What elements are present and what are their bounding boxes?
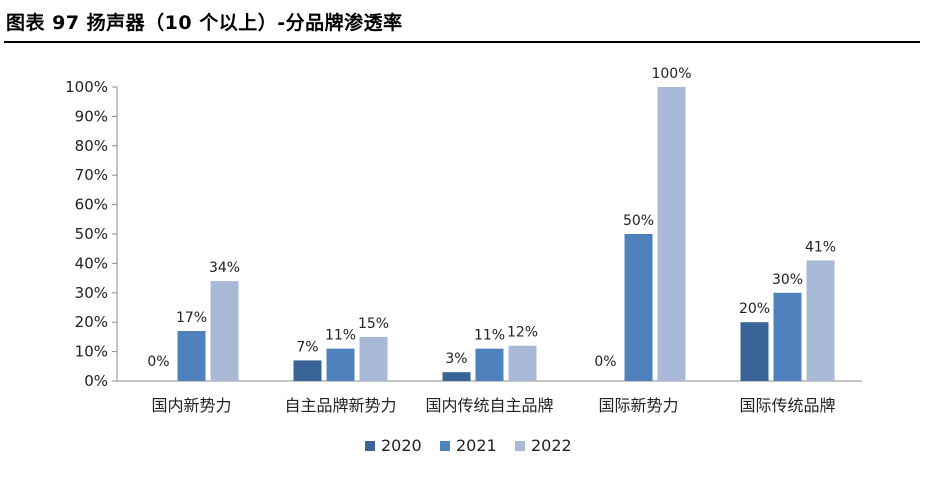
data-label: 11% bbox=[325, 328, 356, 344]
y-tick-label: 0% bbox=[84, 372, 108, 390]
y-tick-label: 60% bbox=[75, 196, 108, 214]
data-label: 0% bbox=[594, 354, 616, 370]
legend-label-2021: 2021 bbox=[456, 436, 497, 455]
y-tick-label: 100% bbox=[65, 78, 108, 96]
bar-2021 bbox=[624, 234, 653, 381]
bar-2022 bbox=[657, 87, 686, 381]
data-label: 100% bbox=[651, 66, 691, 82]
data-label: 34% bbox=[209, 260, 240, 276]
legend-swatch-2021 bbox=[440, 441, 450, 451]
y-tick-label: 70% bbox=[75, 166, 108, 184]
bar-2020 bbox=[442, 372, 471, 381]
bar-2020 bbox=[740, 322, 769, 381]
bar-2020 bbox=[293, 360, 322, 381]
data-label: 7% bbox=[296, 339, 318, 355]
x-category-label: 自主品牌新势力 bbox=[284, 396, 396, 415]
bar-2021 bbox=[326, 348, 355, 381]
data-label: 12% bbox=[507, 325, 538, 341]
bar-2021 bbox=[475, 348, 504, 381]
data-label: 20% bbox=[739, 301, 770, 317]
data-label: 15% bbox=[358, 316, 389, 332]
legend-swatch-2022 bbox=[515, 441, 525, 451]
x-category-label: 国内传统自主品牌 bbox=[425, 396, 553, 415]
data-label: 30% bbox=[772, 272, 803, 288]
bar-2022 bbox=[210, 281, 239, 381]
legend-swatch-2020 bbox=[365, 441, 375, 451]
data-label: 3% bbox=[445, 351, 467, 367]
bar-2021 bbox=[773, 292, 802, 381]
bar-2022 bbox=[359, 336, 388, 381]
bar-2022 bbox=[508, 345, 537, 381]
bar-2022 bbox=[806, 260, 835, 381]
legend-label-2020: 2020 bbox=[381, 436, 422, 455]
y-tick-label: 10% bbox=[75, 343, 108, 361]
page-title: 图表 97 扬声器（10 个以上）-分品牌渗透率 bbox=[6, 12, 403, 34]
data-label: 11% bbox=[474, 328, 505, 344]
data-label: 50% bbox=[623, 213, 654, 229]
x-category-label: 国内新势力 bbox=[151, 396, 231, 415]
legend-label-2022: 2022 bbox=[531, 436, 572, 455]
y-tick-label: 50% bbox=[75, 225, 108, 243]
y-tick-label: 20% bbox=[75, 313, 108, 331]
y-tick-label: 40% bbox=[75, 254, 108, 272]
x-category-label: 国际传统品牌 bbox=[739, 396, 835, 415]
bar-2021 bbox=[177, 331, 206, 381]
data-label: 17% bbox=[176, 310, 207, 326]
x-category-label: 国际新势力 bbox=[598, 396, 678, 415]
y-tick-label: 90% bbox=[75, 107, 108, 125]
y-tick-label: 30% bbox=[75, 284, 108, 302]
title-divider bbox=[4, 41, 920, 43]
y-tick-label: 80% bbox=[75, 137, 108, 155]
data-label: 0% bbox=[147, 354, 169, 370]
data-label: 41% bbox=[805, 239, 836, 255]
